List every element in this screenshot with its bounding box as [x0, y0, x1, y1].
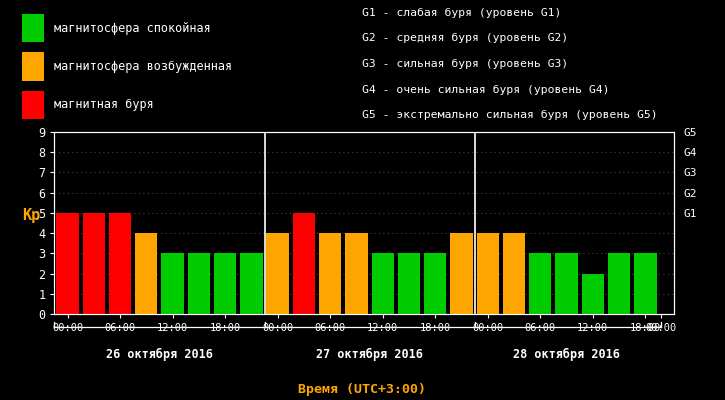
- Bar: [267, 233, 289, 314]
- Text: G4 - очень сильная буря (уровень G4): G4 - очень сильная буря (уровень G4): [362, 84, 610, 95]
- Bar: [109, 213, 131, 314]
- Text: магнитосфера возбужденная: магнитосфера возбужденная: [54, 60, 233, 73]
- Bar: [319, 233, 341, 314]
- Bar: [214, 253, 236, 314]
- Bar: [57, 213, 79, 314]
- Bar: [476, 233, 499, 314]
- Bar: [83, 213, 105, 314]
- Text: G3 - сильная буря (уровень G3): G3 - сильная буря (уровень G3): [362, 59, 568, 69]
- Bar: [503, 233, 525, 314]
- Bar: [22, 52, 44, 81]
- Bar: [529, 253, 552, 314]
- Text: G1 - слабая буря (уровень G1): G1 - слабая буря (уровень G1): [362, 8, 562, 18]
- Text: магнитная буря: магнитная буря: [54, 98, 154, 112]
- Bar: [22, 91, 44, 119]
- Bar: [188, 253, 210, 314]
- Bar: [398, 253, 420, 314]
- Text: Время (UTC+3:00): Время (UTC+3:00): [299, 383, 426, 396]
- Text: G5 - экстремально сильная буря (уровень G5): G5 - экстремально сильная буря (уровень …: [362, 110, 658, 120]
- Bar: [608, 253, 630, 314]
- Bar: [240, 253, 262, 314]
- Bar: [345, 233, 368, 314]
- Y-axis label: Кр: Кр: [22, 208, 41, 223]
- Bar: [135, 233, 157, 314]
- Text: 28 октября 2016: 28 октября 2016: [513, 348, 620, 360]
- Bar: [555, 253, 578, 314]
- Bar: [293, 213, 315, 314]
- Text: G2 - средняя буря (уровень G2): G2 - средняя буря (уровень G2): [362, 33, 568, 44]
- Bar: [22, 14, 44, 42]
- Text: магнитосфера спокойная: магнитосфера спокойная: [54, 22, 211, 35]
- Text: 26 октября 2016: 26 октября 2016: [106, 348, 213, 360]
- Bar: [450, 233, 473, 314]
- Bar: [424, 253, 447, 314]
- Bar: [581, 274, 604, 314]
- Bar: [371, 253, 394, 314]
- Bar: [634, 253, 657, 314]
- Text: 27 октября 2016: 27 октября 2016: [316, 348, 423, 360]
- Bar: [162, 253, 183, 314]
